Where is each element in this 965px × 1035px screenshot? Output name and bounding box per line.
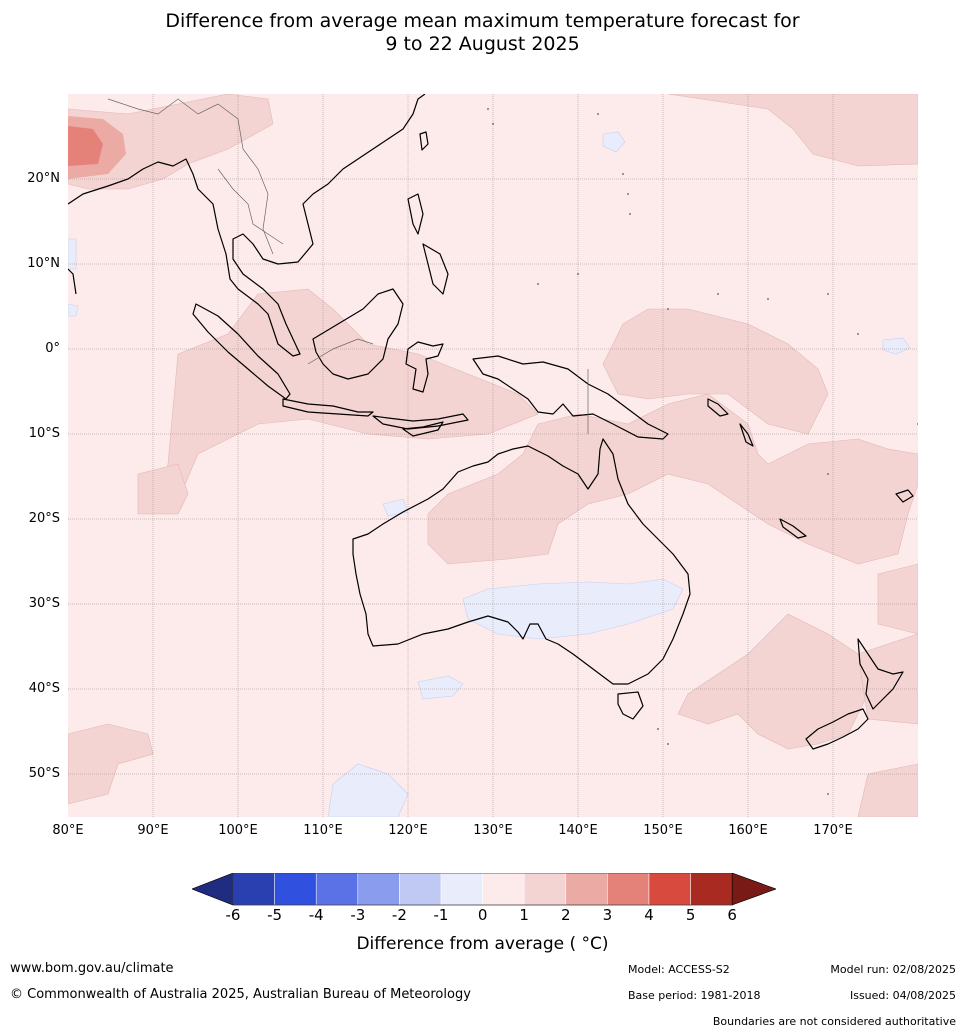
colorbar-tick-label: -6	[225, 906, 241, 924]
lat-label-10s: 10°S	[28, 426, 60, 441]
footer-copyright: © Commonwealth of Australia 2025, Austra…	[10, 987, 471, 1002]
colorbar-tick-label: 3	[602, 906, 613, 924]
india-coast	[68, 268, 77, 295]
colorbar-segment	[523, 873, 567, 906]
lat-label-20s: 20°S	[28, 511, 60, 526]
lon-label-160e: 160°E	[728, 823, 768, 838]
footer-model: Model: ACCESS-S2	[628, 963, 730, 976]
lon-label-140e: 140°E	[558, 823, 598, 838]
title-line-1: Difference from average mean maximum tem…	[165, 10, 800, 32]
lon-label-120e: 120°E	[388, 823, 428, 838]
colorbar-segment	[232, 873, 275, 906]
colorbar-segment	[607, 873, 650, 906]
footer-issued: Issued: 04/08/2025	[849, 989, 956, 1002]
lat-label-20n: 20°N	[27, 171, 60, 186]
colorbar-min-extend	[192, 873, 234, 906]
lat-label-0: 0°	[45, 341, 60, 356]
lon-label-100e: 100°E	[218, 823, 258, 838]
colorbar-tick-label: -2	[391, 906, 407, 924]
colorbar-tick-label: 6	[727, 906, 737, 924]
colorbar-outline	[232, 873, 733, 906]
lat-label-50s: 50°S	[28, 766, 60, 781]
tasmania-coastline	[617, 691, 644, 720]
anomaly-map	[68, 94, 918, 817]
lon-label-130e: 130°E	[473, 823, 513, 838]
colorbar-segment	[565, 873, 608, 906]
lon-label-90e: 90°E	[137, 823, 169, 838]
colorbar-segment	[690, 873, 733, 906]
new-guinea-coastline	[472, 355, 669, 440]
footer-model-run: Model run: 02/08/2025	[830, 963, 956, 976]
chart-title: Difference from average mean maximum tem…	[0, 10, 965, 56]
colorbar-tick-label: 5	[685, 906, 696, 924]
lat-label-10n: 10°N	[27, 256, 60, 271]
hot-anomaly-region	[68, 116, 126, 179]
footer-base-period: Base period: 1981-2018	[628, 989, 761, 1002]
footer-website[interactable]: www.bom.gov.au/climate	[10, 961, 174, 976]
colorbar-tick-label: -4	[308, 906, 324, 924]
colorbar-tick-label: -3	[350, 906, 366, 924]
colorbar-segment	[482, 873, 525, 906]
coastlines	[68, 94, 914, 750]
lon-label-80e: 80°E	[52, 823, 84, 838]
lon-label-110e: 110°E	[303, 823, 343, 838]
country-borders	[107, 98, 589, 434]
colorbar-max-extend	[731, 873, 776, 906]
colorbar-tick-label: -5	[267, 906, 283, 924]
colorbar-tick-label: 1	[519, 906, 529, 924]
java-coastline	[282, 398, 374, 417]
asia-coastline	[68, 94, 426, 357]
island-dots	[487, 108, 918, 795]
colorbar-tick-label: 0	[477, 906, 488, 924]
lon-label-170e: 170°E	[813, 823, 853, 838]
lon-label-150e: 150°E	[643, 823, 683, 838]
colorbar-segment	[648, 873, 691, 906]
colorbar-segment	[315, 873, 359, 906]
warm-anomaly-regions	[68, 94, 918, 817]
colorbar-tick-label: 4	[644, 906, 654, 924]
footer-disclaimer: Boundaries are not considered authoritat…	[712, 1015, 956, 1028]
colorbar-tick-label: -1	[433, 906, 449, 924]
colorbar-segment	[440, 873, 483, 906]
lat-label-40s: 40°S	[28, 681, 60, 696]
map-grid	[68, 94, 918, 817]
colorbar-segment	[274, 873, 317, 906]
australia-coastline	[352, 438, 691, 685]
lat-label-30s: 30°S	[28, 596, 60, 611]
nz-south-island	[805, 708, 869, 750]
nz-north-island	[857, 638, 904, 710]
colorbar-title: Difference from average ( °C)	[356, 934, 609, 954]
title-line-2: 9 to 22 August 2025	[385, 33, 580, 55]
colorbar-segment	[399, 873, 442, 906]
cool-anomaly-regions	[68, 131, 911, 817]
philippines-coastline	[407, 193, 449, 295]
colorbar	[192, 873, 776, 906]
colorbar-segment	[357, 873, 400, 906]
colorbar-tick-label: 2	[561, 906, 571, 924]
borneo-coastline	[312, 288, 404, 380]
sulawesi-coastline	[405, 341, 444, 393]
